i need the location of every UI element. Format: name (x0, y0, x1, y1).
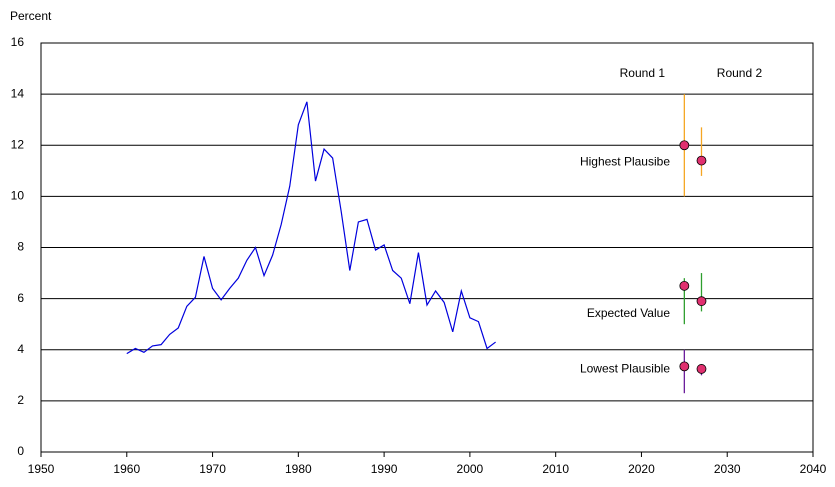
estimate-marker (696, 155, 707, 166)
estimate-marker (679, 361, 690, 372)
x-tick-label: 1990 (371, 462, 398, 476)
y-tick-label: 8 (17, 240, 24, 254)
x-tick-label: 2000 (457, 462, 484, 476)
x-tick-label: 2010 (542, 462, 569, 476)
round-label: Round 1 (620, 66, 666, 80)
estimate-label: Lowest Plausible (580, 362, 670, 376)
data-line (126, 101, 496, 355)
round-label: Round 2 (717, 66, 763, 80)
estimate-marker (679, 140, 690, 151)
x-tick-label: 2030 (714, 462, 741, 476)
x-tick-label: 1980 (285, 462, 312, 476)
x-tick-label: 1950 (28, 462, 55, 476)
estimate-label: Highest Plausibe (580, 154, 670, 168)
plot-frame (40, 42, 814, 453)
estimate-marker (696, 296, 707, 307)
y-axis-label: Percent (10, 9, 52, 23)
estimate-marker (696, 364, 707, 374)
y-tick-label: 2 (17, 393, 24, 407)
y-tick-label: 14 (11, 86, 25, 100)
x-tick-label: 2020 (628, 462, 655, 476)
x-tick-label: 2040 (800, 462, 827, 476)
estimate-marker (679, 280, 690, 291)
y-tick-label: 12 (11, 137, 25, 151)
x-tick-label: 1970 (199, 462, 226, 476)
estimate-label: Expected Value (587, 306, 670, 320)
y-tick-label: 4 (17, 342, 24, 356)
y-tick-label: 0 (17, 444, 24, 458)
y-tick-label: 6 (17, 291, 24, 305)
y-tick-label: 16 (11, 35, 25, 49)
x-tick-label: 1960 (113, 462, 140, 476)
y-tick-label: 10 (11, 189, 25, 203)
